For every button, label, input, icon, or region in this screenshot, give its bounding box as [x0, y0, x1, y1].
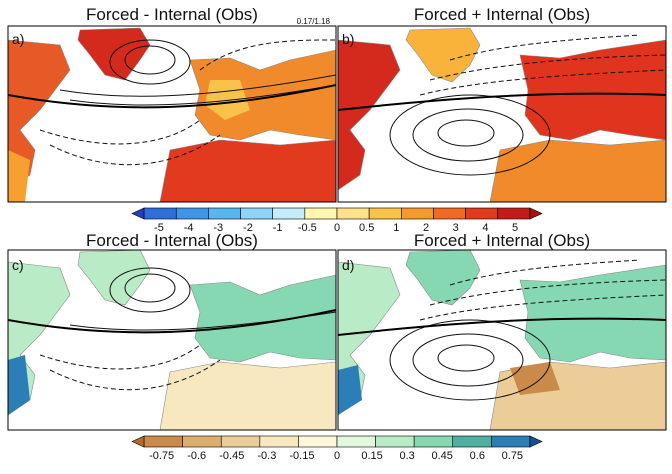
panel-d-label: d) — [342, 257, 354, 273]
colorbar-swatch — [208, 207, 241, 220]
colorbar-tick-label: 0.45 — [432, 450, 453, 462]
colorbar-tick-label: -0.3 — [257, 450, 276, 462]
colorbar-tick-label: 0 — [334, 222, 340, 234]
colorbar-tick-label: -0.75 — [149, 450, 174, 462]
colorbar-tick-label: 3 — [453, 222, 459, 234]
colorbar-swatch — [240, 207, 274, 220]
colorbar-swatch — [413, 435, 454, 448]
panel-a-note: 0.17/1.18 — [297, 17, 331, 26]
colorbar-swatch — [175, 207, 209, 220]
colorbar-swatch — [182, 435, 222, 448]
colorbar-tick-label: 0.3 — [399, 450, 414, 462]
colorbar-swatch — [143, 435, 183, 448]
colorbar-tick-label: -0.45 — [219, 450, 244, 462]
panel-a-label: a) — [12, 31, 24, 47]
colorbar-temperature: -5 -4 -3 -2 -1 -0.5 0 0.5 1 2 3 4 5 — [131, 207, 543, 234]
panel-c-title: Forced - Internal (Obs) — [86, 231, 258, 250]
panel-b-map — [338, 26, 666, 202]
colorbar-swatch — [375, 435, 415, 448]
colorbar-tick-label: 0.75 — [502, 450, 523, 462]
colorbar-tick-label: -3 — [213, 222, 223, 234]
colorbar-swatch — [143, 207, 177, 220]
colorbar-tick-label: 0.15 — [361, 450, 382, 462]
colorbar-swatch — [298, 435, 338, 448]
colorbar-swatch — [336, 435, 376, 448]
panel-b: Forced + Internal (Obs) b) — [337, 5, 667, 203]
colorbar-swatch — [336, 207, 370, 220]
colorbar-tick-label: 0 — [334, 450, 340, 462]
colorbar-tick-label: 5 — [512, 222, 518, 234]
colorbar-tick-label: 0.6 — [470, 450, 485, 462]
colorbar-swatch — [452, 435, 492, 448]
panel-d-map — [338, 250, 666, 430]
colorbar-swatch — [491, 435, 531, 448]
colorbar-extend-high — [529, 207, 543, 220]
colorbar-tick-label: -4 — [184, 222, 194, 234]
panel-d-title: Forced + Internal (Obs) — [414, 231, 590, 250]
panel-c: Forced - Internal (Obs) c) — [7, 231, 337, 431]
panel-a-title: Forced - Internal (Obs) — [86, 5, 258, 24]
colorbar-swatch — [400, 207, 434, 220]
colorbar-tick-label: -5 — [154, 222, 164, 234]
colorbar-tick-label: -2 — [243, 222, 253, 234]
colorbar-precip: -0.75 -0.6 -0.45 -0.3 -0.15 0 0.15 0.3 0.45 0.6 0.… — [131, 435, 543, 462]
colorbar-swatch — [272, 207, 306, 220]
panel-c-label: c) — [12, 257, 24, 273]
panel-b-title: Forced + Internal (Obs) — [414, 5, 590, 24]
colorbar-swatch — [368, 207, 402, 220]
colorbar-extend-high — [529, 435, 543, 448]
colorbar-tick-label: 0.5 — [359, 222, 374, 234]
colorbar-swatch — [304, 207, 338, 220]
colorbar-swatch — [465, 207, 499, 220]
colorbar-extend-low — [131, 207, 145, 220]
colorbar-extend-low — [131, 435, 145, 448]
colorbar-swatch — [220, 435, 261, 448]
colorbar-swatch — [259, 435, 299, 448]
colorbar-tick-label: -0.15 — [289, 450, 314, 462]
panel-c-map — [8, 250, 336, 430]
panel-d: Forced + Internal (Obs) d) — [337, 231, 667, 431]
colorbar-tick-label: 4 — [482, 222, 488, 234]
colorbar-tick-label: -1 — [273, 222, 283, 234]
panel-a: Forced - Internal (Obs) 0.17/1.18 — [7, 5, 337, 203]
colorbar-swatch — [433, 207, 466, 220]
colorbar-tick-label: 1 — [393, 222, 399, 234]
colorbar-tick-label: -0.5 — [298, 222, 317, 234]
panel-a-map — [8, 26, 336, 202]
panel-b-label: b) — [342, 31, 354, 47]
colorbar-tick-label: -0.6 — [187, 450, 206, 462]
colorbar-swatch — [497, 207, 531, 220]
colorbar-tick-label: 2 — [423, 222, 429, 234]
